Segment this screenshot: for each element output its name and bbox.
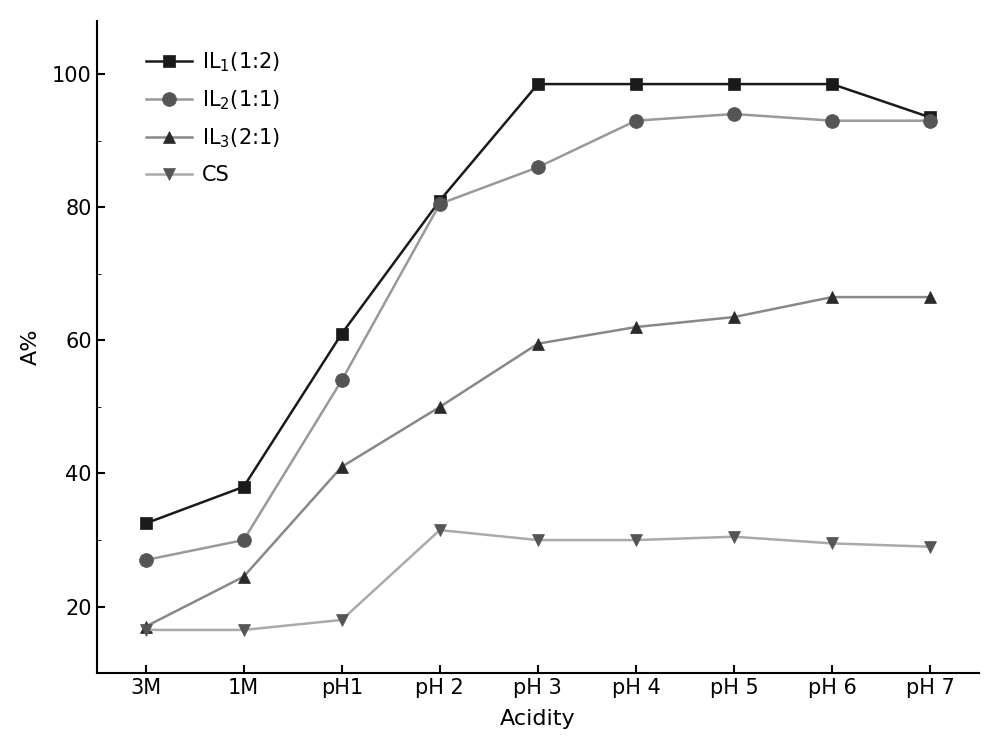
- CS: [238, 626, 250, 634]
- Line: CS: CS: [139, 524, 936, 636]
- IL$_3$(2:1): [434, 403, 446, 412]
- IL$_1$(1:2): [238, 482, 250, 491]
- IL$_2$(1:1): [532, 163, 544, 172]
- CS: [140, 626, 152, 634]
- IL$_2$(1:1): [336, 376, 348, 385]
- IL$_1$(1:2): [434, 196, 446, 205]
- IL$_2$(1:1): [238, 536, 250, 544]
- CS: [826, 539, 838, 548]
- CS: [434, 526, 446, 535]
- Legend: IL$_1$(1:2), IL$_2$(1:1), IL$_3$(2:1), CS: IL$_1$(1:2), IL$_2$(1:1), IL$_3$(2:1), C…: [133, 38, 293, 197]
- Y-axis label: A%: A%: [21, 328, 41, 365]
- IL$_3$(2:1): [924, 292, 936, 302]
- CS: [728, 532, 740, 542]
- IL$_2$(1:1): [630, 116, 642, 125]
- CS: [630, 536, 642, 544]
- IL$_2$(1:1): [924, 116, 936, 125]
- CS: [532, 536, 544, 544]
- Line: IL$_2$(1:1): IL$_2$(1:1): [139, 107, 937, 567]
- IL$_3$(2:1): [140, 622, 152, 631]
- CS: [336, 616, 348, 625]
- IL$_1$(1:2): [924, 112, 936, 122]
- IL$_1$(1:2): [532, 80, 544, 88]
- IL$_2$(1:1): [826, 116, 838, 125]
- Line: IL$_1$(1:2): IL$_1$(1:2): [140, 79, 936, 529]
- IL$_2$(1:1): [140, 556, 152, 565]
- IL$_3$(2:1): [532, 339, 544, 348]
- IL$_3$(2:1): [238, 572, 250, 581]
- X-axis label: Acidity: Acidity: [500, 710, 576, 729]
- IL$_2$(1:1): [728, 110, 740, 118]
- IL$_1$(1:2): [140, 519, 152, 528]
- IL$_1$(1:2): [728, 80, 740, 88]
- Line: IL$_3$(2:1): IL$_3$(2:1): [139, 291, 936, 633]
- IL$_3$(2:1): [826, 292, 838, 302]
- IL$_3$(2:1): [630, 322, 642, 332]
- CS: [924, 542, 936, 551]
- IL$_3$(2:1): [728, 313, 740, 322]
- IL$_1$(1:2): [336, 329, 348, 338]
- IL$_3$(2:1): [336, 462, 348, 471]
- IL$_1$(1:2): [630, 80, 642, 88]
- IL$_2$(1:1): [434, 200, 446, 208]
- IL$_1$(1:2): [826, 80, 838, 88]
